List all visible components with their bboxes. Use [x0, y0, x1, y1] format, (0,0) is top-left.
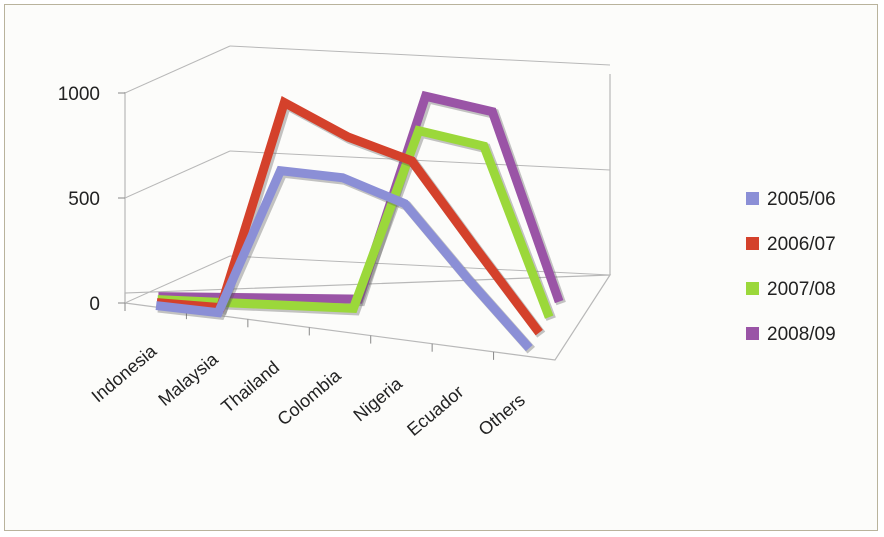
legend: 2005/06 2006/07 2007/08 2008/09 — [746, 189, 836, 345]
gridline-back-1000 — [229, 45, 611, 66]
gridline-back-500 — [229, 150, 611, 171]
gridline-left-0 — [124, 255, 231, 304]
legend-label-2005/06: 2005/06 — [767, 189, 836, 210]
x-tick-label-malaysia: Malaysia — [154, 348, 222, 410]
y-tick-label-1000: 1000 — [58, 84, 100, 105]
legend-swatch-2005/06 — [746, 192, 759, 205]
y-tick-label-500: 500 — [68, 189, 100, 210]
x-tick-label-others: Others — [475, 390, 529, 440]
y-tick-label-0: 0 — [89, 294, 100, 315]
legend-label-2008/09: 2008/09 — [767, 324, 836, 345]
x-tick-label-thailand: Thailand — [217, 357, 283, 417]
legend-label-2006/07: 2006/07 — [767, 234, 836, 255]
chart-frame — [4, 4, 878, 531]
series-layer — [155, 90, 566, 354]
x-tick-label-colombia: Colombia — [273, 365, 345, 430]
x-tick-label-ecuador: Ecuador — [403, 382, 467, 440]
x-tick-label-nigeria: Nigeria — [349, 373, 406, 426]
legend-label-2007/08: 2007/08 — [767, 279, 836, 300]
gridlines — [118, 45, 611, 360]
gridline-left-500 — [124, 150, 231, 199]
legend-swatch-2008/09 — [746, 327, 759, 340]
series-line-2005/06 — [155, 165, 533, 352]
legend-swatch-2007/08 — [746, 282, 759, 295]
gridline-left-1000 — [124, 45, 231, 94]
x-tick-label-indonesia: Indonesia — [88, 340, 161, 406]
legend-swatch-2006/07 — [746, 237, 759, 250]
